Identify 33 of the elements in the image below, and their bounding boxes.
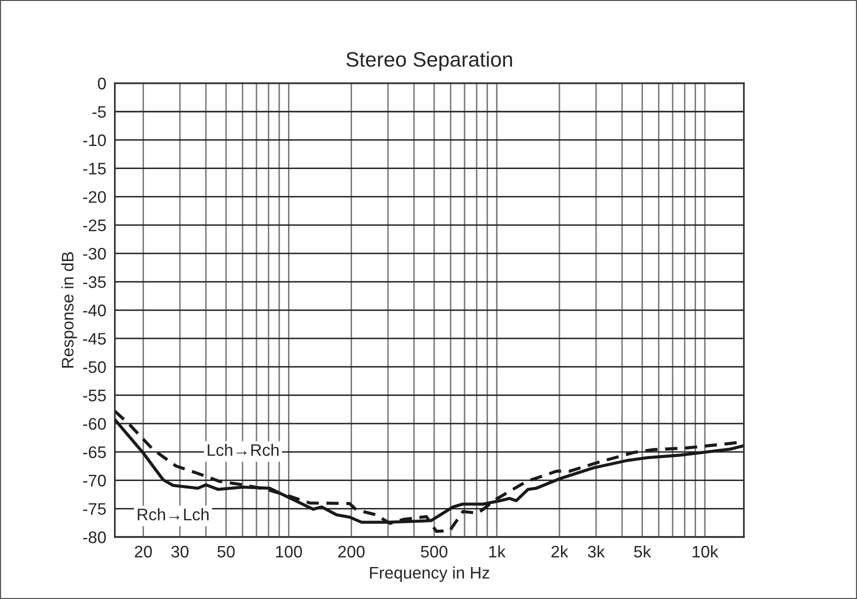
x-axis-title: Frequency in Hz (370, 566, 490, 582)
y-tick-label: -60 (83, 418, 106, 430)
series-label: Rch→Lch (138, 508, 209, 520)
y-tick-label: -50 (83, 361, 106, 374)
x-tick-label: 5k (634, 545, 652, 558)
y-tick-label: -80 (83, 531, 106, 544)
x-tick-label: 10k (692, 545, 718, 558)
y-tick-label: -75 (83, 503, 106, 515)
y-tick-label: -10 (83, 134, 106, 146)
x-tick-label: 2k (551, 545, 568, 558)
y-tick-label: -65 (83, 446, 106, 458)
x-tick-label: 500 (420, 546, 448, 558)
series-label: Lch→Rch (208, 444, 279, 456)
y-tick-label: -15 (83, 162, 106, 175)
y-tick-label: -45 (83, 333, 106, 345)
y-tick-label: -55 (83, 390, 106, 402)
y-tick-label: -25 (83, 219, 106, 232)
y-tick-label: -5 (92, 106, 106, 118)
x-tick-label: 50 (217, 546, 235, 558)
y-tick-label: -40 (83, 304, 106, 316)
y-tick-label: -35 (83, 276, 106, 288)
y-tick-label: -70 (83, 474, 106, 486)
x-tick-label: 100 (276, 546, 302, 558)
y-tick-label: -30 (83, 248, 106, 260)
y-axis-title: Response in dB (61, 252, 77, 368)
chart-title: Stereo Separation (346, 51, 512, 71)
x-tick-label: 30 (171, 546, 189, 558)
x-tick-label: 3k (588, 545, 605, 558)
x-tick-label: 200 (338, 546, 365, 558)
x-tick-label: 20 (134, 546, 152, 558)
x-tick-label: 1k (489, 545, 506, 558)
y-tick-label: 0 (98, 78, 106, 90)
y-tick-label: -20 (83, 191, 106, 203)
